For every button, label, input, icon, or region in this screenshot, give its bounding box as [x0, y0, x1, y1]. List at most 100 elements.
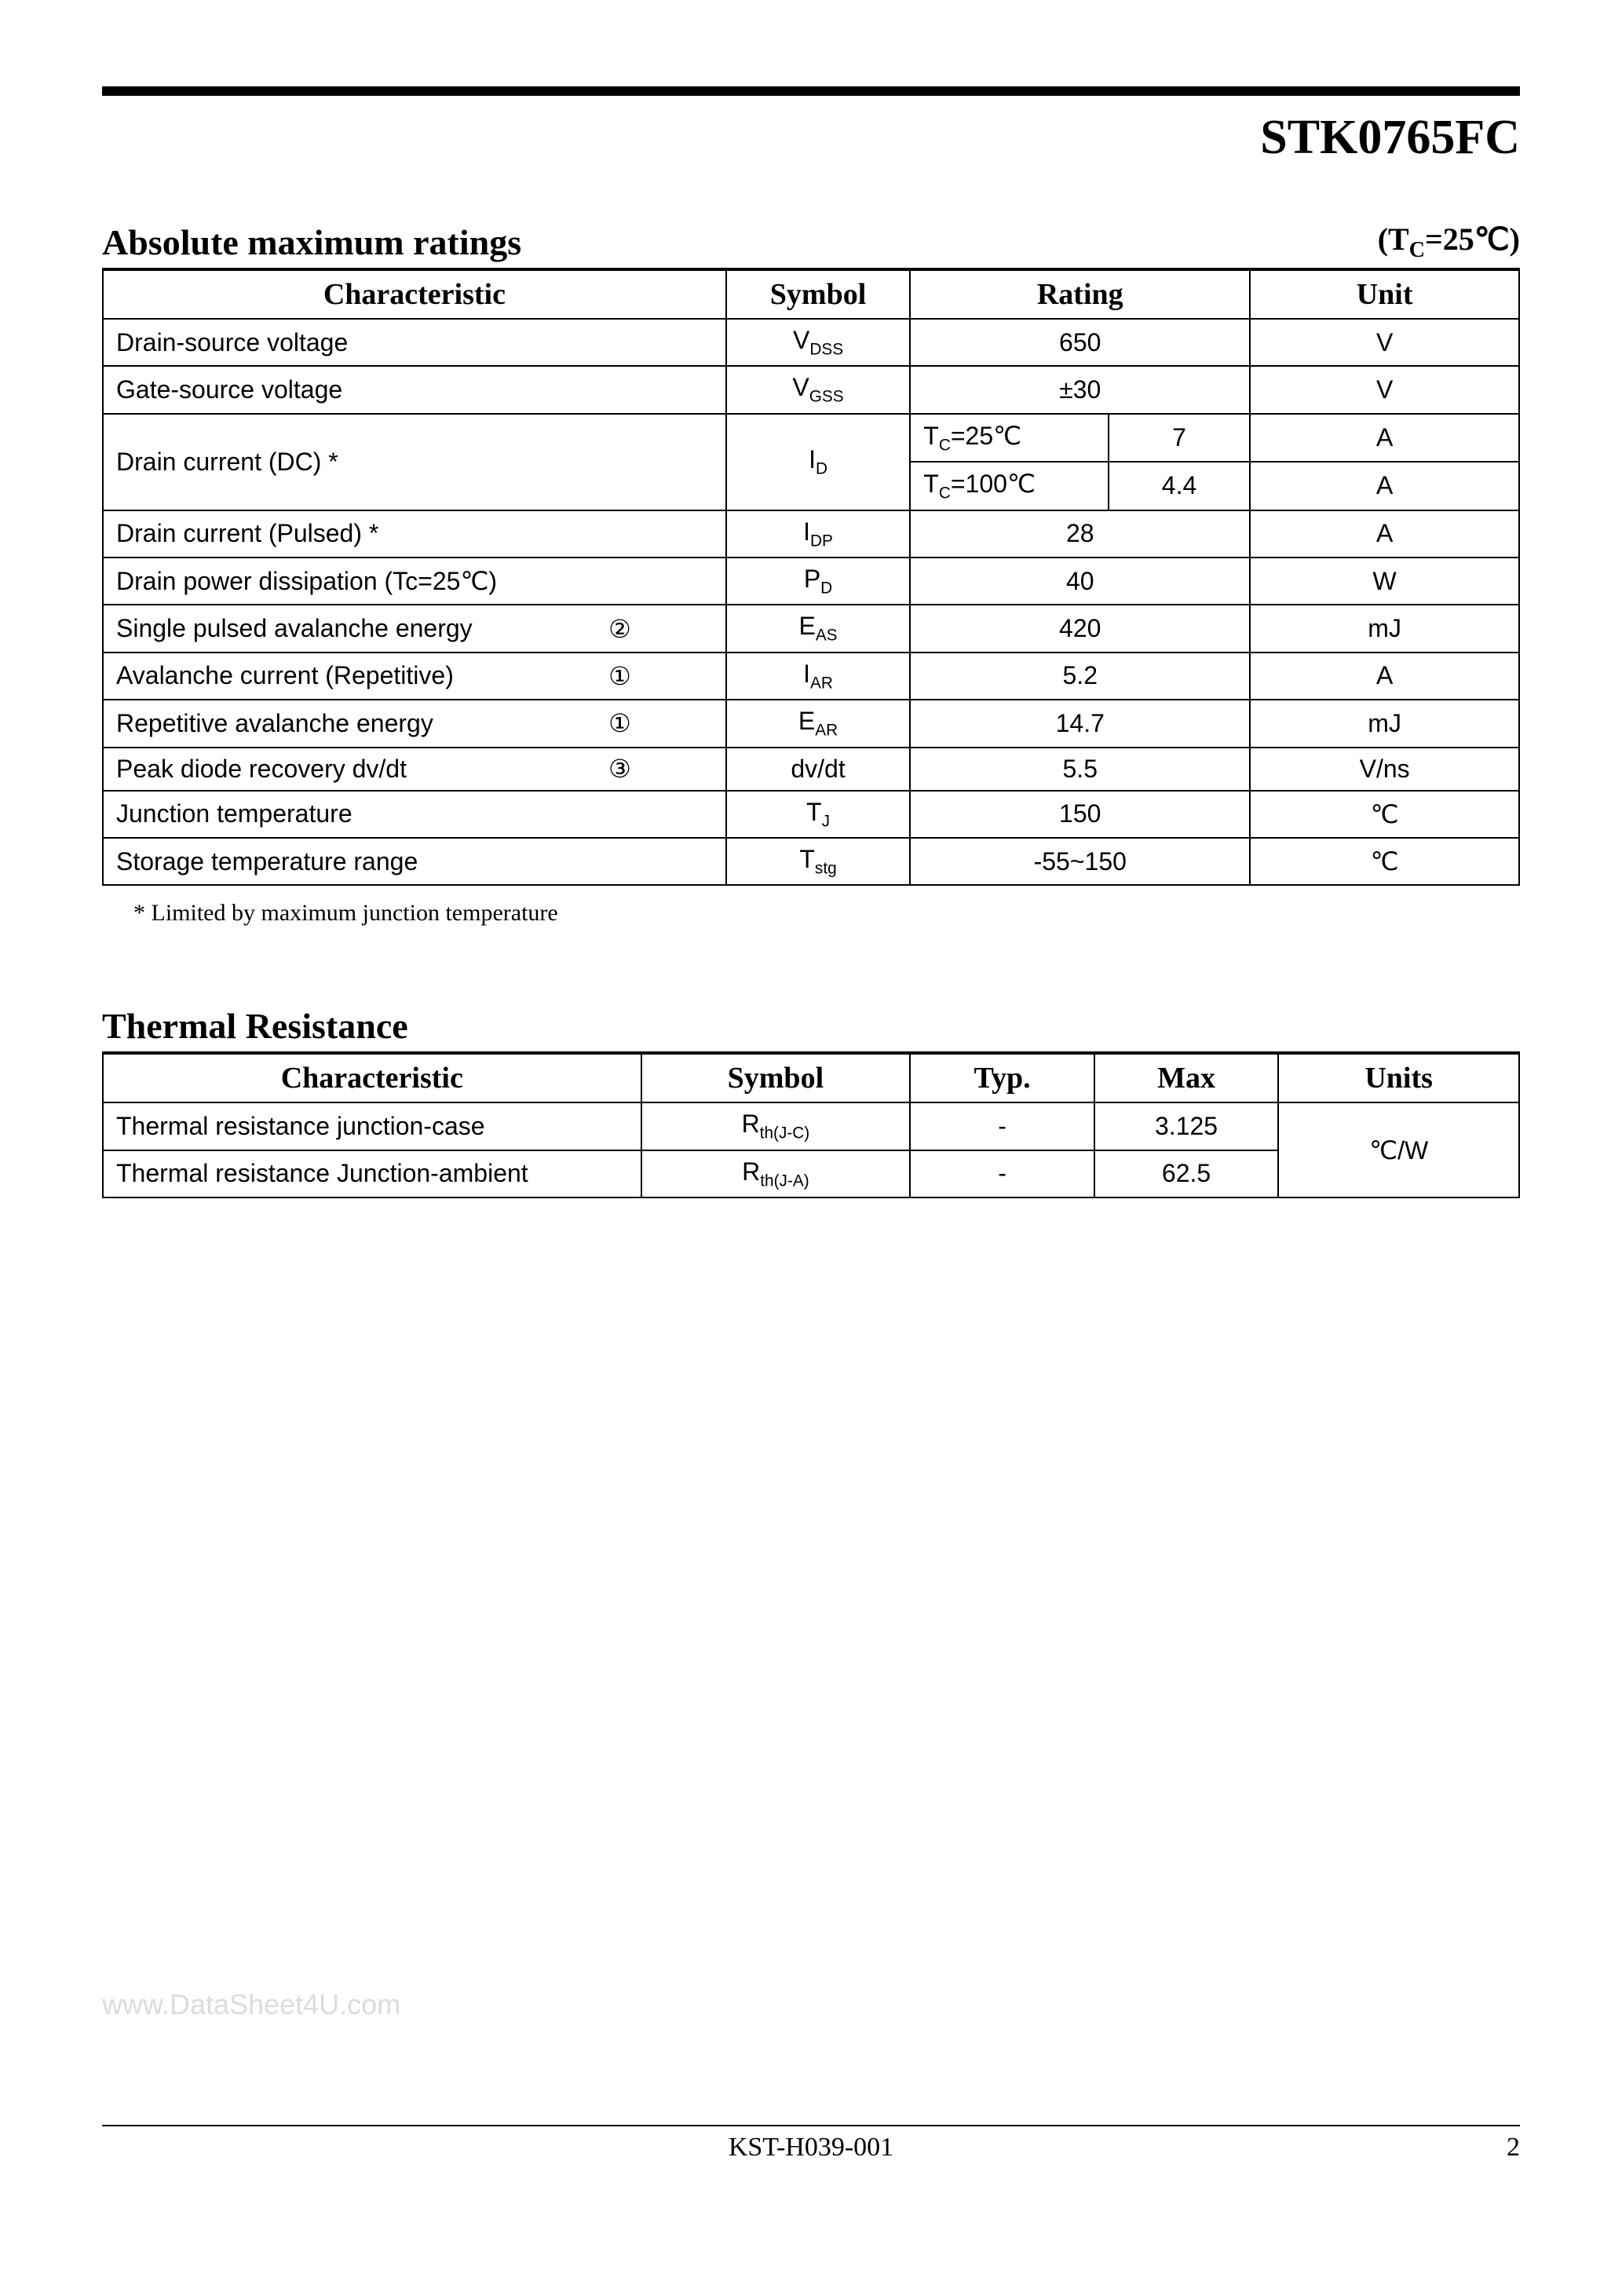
- cell-rating: -55~150: [910, 838, 1250, 885]
- part-number: STK0765FC: [102, 110, 1520, 166]
- cell-unit: ℃: [1250, 838, 1519, 885]
- col-symbol: Symbol: [726, 270, 911, 319]
- cell-symbol: dv/dt: [726, 748, 911, 791]
- cond-main: T: [923, 470, 939, 498]
- cell-unit: V: [1250, 366, 1519, 413]
- cell-units: ℃/W: [1278, 1102, 1519, 1197]
- cell-unit: mJ: [1250, 700, 1519, 747]
- char-text: Drain power dissipation (Tc=25℃): [116, 567, 497, 595]
- char-text: Single pulsed avalanche energy: [116, 614, 473, 642]
- sym-sub: th(J-C): [760, 1124, 810, 1143]
- note-marker: ②: [608, 614, 631, 644]
- cell-rating: 150: [910, 791, 1250, 838]
- table-header-row: Characteristic Symbol Typ. Max Units: [103, 1054, 1519, 1102]
- cell-condition: TC=25℃: [910, 414, 1109, 462]
- sym-sub: DP: [810, 532, 833, 550]
- cell-rating: 4.4: [1109, 462, 1250, 510]
- cell-unit: A: [1250, 414, 1519, 462]
- char-text: Gate-source voltage: [116, 375, 342, 404]
- cell-rating: 14.7: [910, 700, 1250, 747]
- sym-main: R: [742, 1110, 760, 1138]
- char-text: Drain current (Pulsed) *: [116, 519, 378, 547]
- sym-main: V: [793, 326, 809, 354]
- section1-footnote: * Limited by maximum junction temperatur…: [133, 900, 1520, 927]
- cell-symbol: IAR: [726, 653, 911, 700]
- cell-unit: W: [1250, 558, 1519, 605]
- cell-characteristic: Avalanche current (Repetitive) ①: [103, 653, 726, 700]
- absolute-max-ratings-table: Characteristic Symbol Rating Unit Drain-…: [102, 269, 1520, 886]
- cell-rating: 420: [910, 605, 1250, 652]
- sym-main: I: [809, 445, 816, 473]
- cell-unit: V/ns: [1250, 748, 1519, 791]
- sym-sub: stg: [815, 859, 837, 877]
- cond-rest: =100℃: [951, 470, 1036, 498]
- cond-prefix: (T: [1378, 221, 1409, 257]
- note-marker: ①: [608, 708, 631, 738]
- cell-max: 62.5: [1094, 1150, 1279, 1197]
- cond-sub: C: [1409, 238, 1425, 262]
- thermal-resistance-table: Characteristic Symbol Typ. Max Units The…: [102, 1053, 1520, 1198]
- note-marker: ①: [608, 661, 631, 691]
- cell-rating: 7: [1109, 414, 1250, 462]
- sym-sub: D: [820, 579, 832, 597]
- watermark: www.DataSheet4U.com: [102, 1988, 400, 2021]
- sym-sub: J: [822, 812, 830, 830]
- col-unit: Unit: [1250, 270, 1519, 319]
- char-text: Avalanche current (Repetitive): [116, 661, 454, 689]
- cell-unit: mJ: [1250, 605, 1519, 652]
- sym-main: P: [804, 565, 820, 593]
- cell-symbol: EAR: [726, 700, 911, 747]
- section1-title: Absolute maximum ratings: [102, 221, 521, 263]
- table-row: Thermal resistance junction-case Rth(J-C…: [103, 1102, 1519, 1150]
- sym-sub: th(J-A): [760, 1172, 809, 1190]
- table-row: Peak diode recovery dv/dt③ dv/dt 5.5 V/n…: [103, 748, 1519, 791]
- cell-typ: -: [910, 1150, 1094, 1197]
- table-row: Avalanche current (Repetitive)① IAR 5.2 …: [103, 653, 1519, 700]
- cell-characteristic: Gate-source voltage: [103, 366, 726, 413]
- table-row: Drain current (DC) * ID TC=25℃ 7 A: [103, 414, 1519, 462]
- cell-symbol: VGSS: [726, 366, 911, 413]
- sym-main: V: [792, 373, 809, 401]
- table-header-row: Characteristic Symbol Rating Unit: [103, 270, 1519, 319]
- cell-characteristic: Drain current (DC) *: [103, 414, 726, 510]
- cell-unit: A: [1250, 653, 1519, 700]
- col-characteristic: Characteristic: [103, 1054, 641, 1102]
- sym-main: T: [799, 845, 815, 873]
- cell-symbol: ID: [726, 414, 911, 510]
- sym-sub: GSS: [809, 388, 844, 406]
- top-rule: [102, 86, 1520, 96]
- footer-page-num: 2: [1507, 2133, 1520, 2163]
- cell-characteristic: Drain-source voltage: [103, 319, 726, 366]
- sym-sub: DSS: [809, 340, 843, 358]
- col-rating: Rating: [910, 270, 1250, 319]
- col-max: Max: [1094, 1054, 1279, 1102]
- cond-suffix: =25℃): [1425, 221, 1520, 257]
- section1-condition: (TC=25℃): [1378, 221, 1520, 263]
- cell-characteristic: Repetitive avalanche energy①: [103, 700, 726, 747]
- cond-sub: C: [939, 484, 951, 503]
- cell-max: 3.125: [1094, 1102, 1279, 1150]
- col-symbol: Symbol: [641, 1054, 911, 1102]
- sym-sub: AR: [815, 722, 838, 740]
- datasheet-page: STK0765FC Absolute maximum ratings (TC=2…: [0, 0, 1622, 2296]
- cond-main: T: [923, 422, 939, 450]
- cell-characteristic: Drain current (Pulsed) *: [103, 510, 726, 558]
- cell-symbol: EAS: [726, 605, 911, 652]
- cell-characteristic: Drain power dissipation (Tc=25℃): [103, 558, 726, 605]
- char-text: Junction temperature: [116, 799, 353, 828]
- table-row: Drain power dissipation (Tc=25℃) PD 40 W: [103, 558, 1519, 605]
- cell-characteristic: Single pulsed avalanche energy ②: [103, 605, 726, 652]
- cell-condition: TC=100℃: [910, 462, 1109, 510]
- cell-rating: 650: [910, 319, 1250, 366]
- cell-symbol: Tstg: [726, 838, 911, 885]
- cell-rating: 40: [910, 558, 1250, 605]
- section1-header: Absolute maximum ratings (TC=25℃): [102, 221, 1520, 269]
- sym-sub: AR: [810, 674, 833, 692]
- sym-main: dv/dt: [791, 755, 845, 783]
- cell-rating: ±30: [910, 366, 1250, 413]
- cell-characteristic: Peak diode recovery dv/dt③: [103, 748, 726, 791]
- cell-rating: 28: [910, 510, 1250, 558]
- cond-sub: C: [939, 436, 951, 454]
- cell-characteristic: Storage temperature range: [103, 838, 726, 885]
- section2-title: Thermal Resistance: [102, 1005, 408, 1047]
